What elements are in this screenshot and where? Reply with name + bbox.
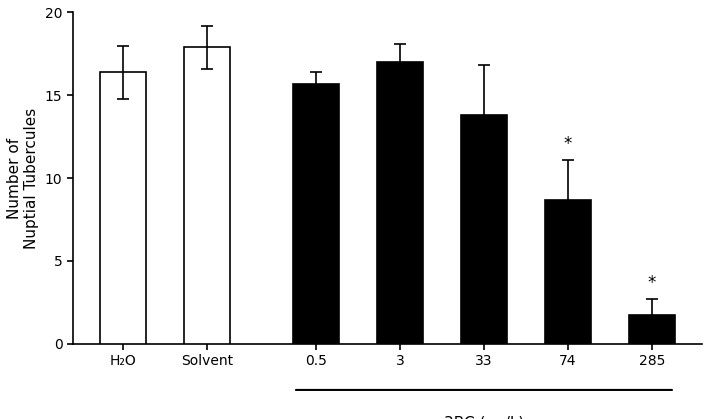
Bar [461, 115, 507, 344]
Text: *: * [564, 135, 572, 153]
Y-axis label: Number of
Nuptial Tubercules: Number of Nuptial Tubercules [7, 107, 39, 248]
Bar [545, 199, 591, 344]
Bar [377, 62, 423, 344]
Text: 3BC (μg/L): 3BC (μg/L) [444, 416, 524, 419]
Bar [184, 47, 230, 344]
Text: *: * [647, 274, 656, 292]
Bar [100, 72, 146, 344]
Bar [629, 316, 675, 344]
Bar [293, 84, 340, 344]
